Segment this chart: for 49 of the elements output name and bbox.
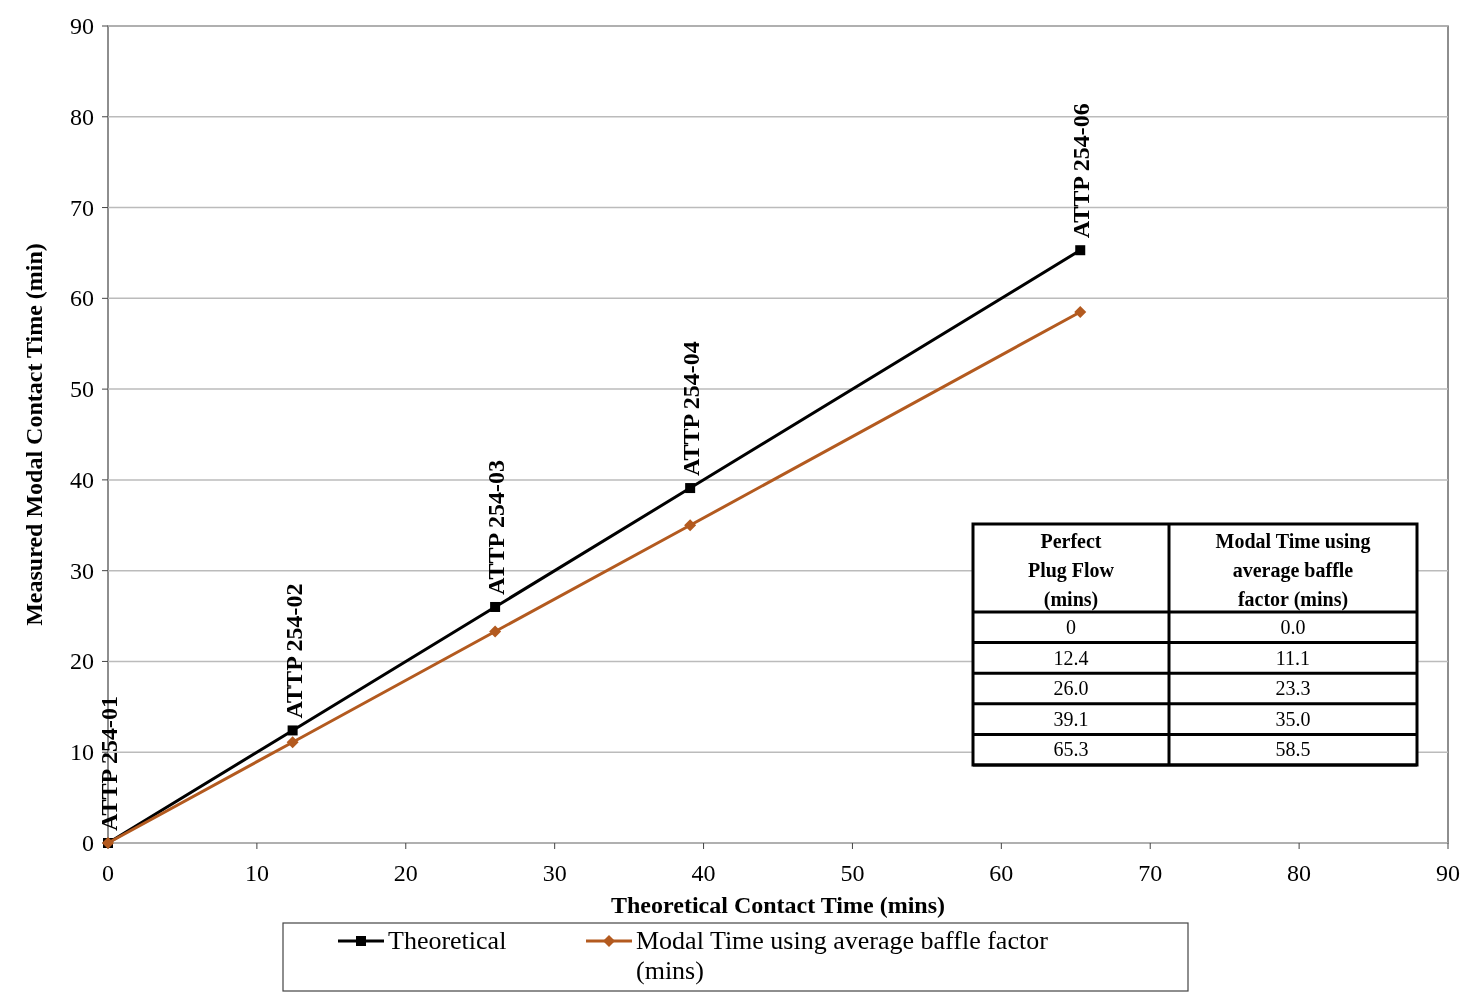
point [684,519,697,532]
annotation: ATTP 254-04 [678,341,705,477]
x-tick-label: 50 [840,860,865,886]
annotation: 35.0 [1275,707,1311,730]
annotation: 11.1 [1275,646,1311,669]
x-tick-label: 70 [1138,860,1163,886]
y-tick-label: 0 [82,830,94,856]
annotation: 12.4 [1053,646,1089,669]
y-tick-label: 20 [70,648,94,675]
x-axis-title: Theoretical Contact Time (mins) [611,892,945,918]
x-tick-label: 90 [1436,860,1460,886]
x-tick-label: 10 [244,860,269,886]
x-tick-label: 40 [691,860,716,886]
legend-label: Modal Time using average baffle factor (mins) [636,926,1049,985]
annotation: 0 [1066,616,1076,638]
annotation: 58.5 [1275,738,1311,761]
annotation: 0.0 [1280,616,1306,638]
annotation: 26.0 [1053,677,1089,700]
annotation: ATTP 254-03 [483,460,510,595]
y-tick-label: 90 [70,13,94,39]
x-tick-label: 60 [989,860,1014,886]
x-tick-label: 20 [393,860,418,886]
annotation: ATTP 254-06 [1068,103,1095,239]
y-tick-label: 70 [70,194,94,221]
point [489,625,502,638]
legend-label: Theoretical [388,926,507,955]
annotation: Modal Time using average baffle factor (mins) [1215,530,1371,611]
point [1074,305,1087,318]
point [1075,245,1086,256]
y-tick-label: 40 [70,466,94,493]
annotation: 65.3 [1053,738,1089,761]
annotation: 23.3 [1275,677,1311,700]
point [685,483,696,494]
y-axis-title: Measured Modal Contact Time (min) [21,243,47,626]
y-tick-label: 30 [70,557,94,584]
x-tick-label: 30 [542,860,567,886]
y-tick-label: 50 [70,376,94,403]
y-tick-label: 10 [70,739,94,766]
point [286,736,299,749]
annotation: Perfect Plug Flow (mins) [1027,530,1115,611]
point [490,601,501,612]
y-tick-label: 60 [70,285,94,312]
point [287,725,298,736]
annotation: 39.1 [1053,707,1089,730]
x-tick-label: 0 [102,860,114,886]
y-tick-label: 80 [70,103,94,130]
annotation: ATTP 254-02 [280,583,307,719]
x-tick-label: 80 [1287,860,1312,886]
annotation: ATTP 254-01 [96,696,122,831]
